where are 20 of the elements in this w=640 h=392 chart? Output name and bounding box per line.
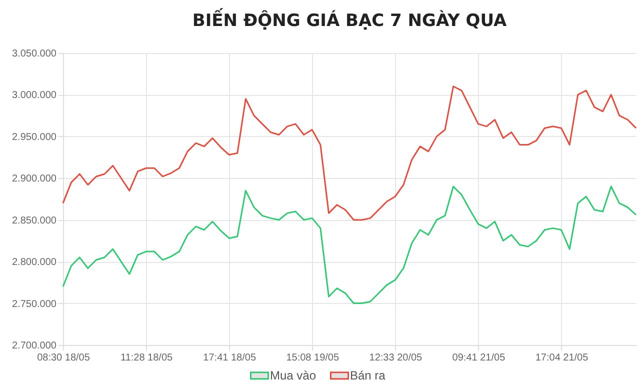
chart-title: BIẾN ĐỘNG GIÁ BẠC 7 NGÀY QUA [192,8,508,31]
x-tick-label: 17:41 18/05 [203,352,256,364]
y-tick-label: 2.700.000 [12,340,57,352]
line-series [62,186,637,304]
y-tick-label: 2.800.000 [12,257,57,268]
y-tick-label: 2.850.000 [12,215,57,226]
y-tick-label: 3.050.000 [12,48,57,60]
y-tick-label: 2.900.000 [12,174,57,185]
legend-label: Bán ra [350,368,386,383]
y-tick-label: 2.750.000 [12,298,57,310]
legend-label: Mua vào [270,368,316,383]
x-tick-label: 15:08 19/05 [286,352,340,364]
x-tick-label: 08:30 18/05 [37,352,90,364]
line-series [62,86,637,221]
y-tick-label: 2.950.000 [12,132,57,143]
x-tick-label: 11:28 18/05 [120,352,174,364]
x-tick-label: 12:33 20/05 [369,352,423,364]
x-tick-label: 09:41 21/05 [452,352,506,364]
y-tick-label: 3.000.000 [12,90,57,102]
x-tick-label: 17:04 21/05 [535,352,589,364]
